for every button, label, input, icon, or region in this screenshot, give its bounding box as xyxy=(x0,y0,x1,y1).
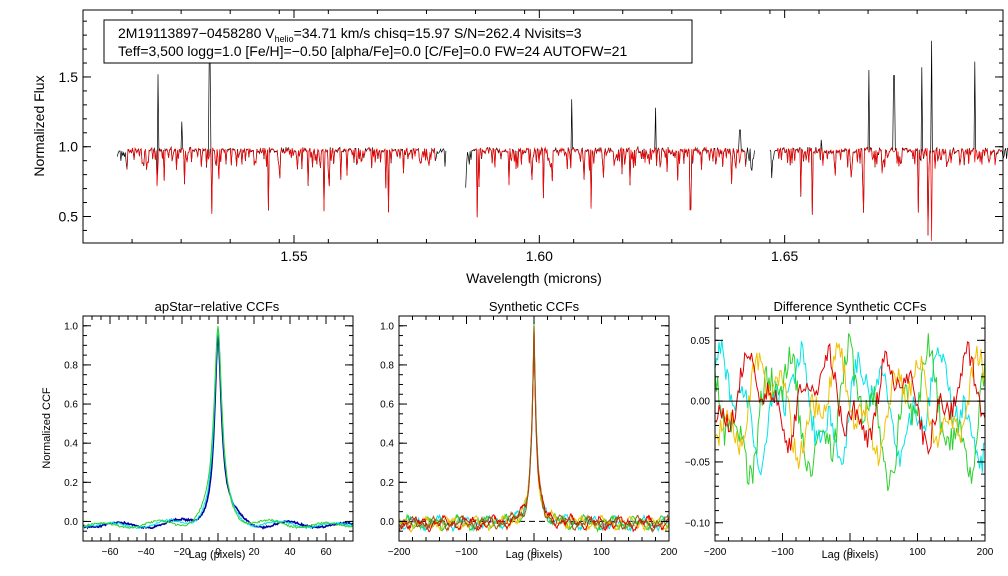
2-ytick-label: 0.2 xyxy=(380,478,394,489)
1-xtick-label: 40 xyxy=(284,547,296,558)
3-ytick-label: −0.10 xyxy=(685,518,711,529)
spectrum-observed-line xyxy=(116,59,447,213)
spectrum-header-line-1: 2M19113897−0458280 Vhelio=34.71 km/s chi… xyxy=(118,25,582,44)
spectrum-header-box xyxy=(103,19,693,64)
spectrum-panel: 1.55 1.60 1.65 0.5 1.0 1.5 2M19113897−0458280… xyxy=(31,9,1008,286)
apstar-ccf-data-layer xyxy=(82,325,354,530)
1-xtick-label: −40 xyxy=(138,547,155,558)
difference-ccf-series-line xyxy=(714,342,986,469)
apstar-ccf-ticks: −60 −40 −20 0 20 40 60 0.0 0.2 0.4 0.6 0.8 1.0 xyxy=(64,316,354,558)
2-xtick-label: 100 xyxy=(593,547,610,558)
synthetic-ccf-title: Synthetic CCFs xyxy=(489,299,580,314)
synthetic-ccf-xlabel: Lag (pixels) xyxy=(506,549,563,561)
2-ytick-label: 1.0 xyxy=(380,321,394,332)
2-ytick-label: 0.6 xyxy=(380,400,394,411)
1-ytick-label: 0.0 xyxy=(64,517,78,528)
3-ytick-label: 0.00 xyxy=(691,397,711,408)
1-ytick-label: 0.2 xyxy=(64,478,78,489)
apstar-ccf-xlabel: Lag (pixels) xyxy=(189,549,246,561)
1-xtick-label: 20 xyxy=(248,547,260,558)
synthetic-ccf-ticks: −200 −100 0 100 200 0.0 0.2 0.4 0.6 0.8 1.0 xyxy=(380,316,678,558)
synthetic-ccf-series-line xyxy=(398,326,670,534)
3-ytick-label: 0.05 xyxy=(691,336,711,347)
2-xtick-label: −100 xyxy=(455,547,478,558)
spectrum-xlabel: Wavelength (microns) xyxy=(466,270,602,286)
spectrum-ylabel: Normalized Flux xyxy=(31,75,47,176)
difference-ccf-xlabel: Lag (pixels) xyxy=(822,549,879,561)
0-xtick-label: 1.65 xyxy=(771,248,798,264)
0-xtick-label: 1.60 xyxy=(526,248,553,264)
2-ytick-label: 0.8 xyxy=(380,360,394,371)
0-ytick-label: 1.5 xyxy=(59,69,79,85)
difference-ccf-ticks: −200 −100 0 100 200 −0.10 −0.05 0.00 0.05 xyxy=(685,315,994,558)
2-xtick-label: −200 xyxy=(388,547,411,558)
0-xtick-label: 1.55 xyxy=(280,248,307,264)
1-ytick-label: 0.8 xyxy=(64,360,78,371)
spectrum-header-line-2: Teff=3,500 logg=1.0 [Fe/H]=−0.50 [alpha/… xyxy=(118,43,627,59)
spectrum-ticks: 1.55 1.60 1.65 0.5 1.0 1.5 xyxy=(59,10,1003,264)
apstar-ccf-ylabel: Normalized CCF xyxy=(41,387,53,469)
spectrum-model-line xyxy=(776,147,1003,241)
1-xtick-label: 60 xyxy=(320,547,332,558)
apstar-ccf-title: apStar−relative CCFs xyxy=(155,299,280,314)
3-xtick-label: 100 xyxy=(909,547,926,558)
3-xtick-label: −100 xyxy=(771,547,794,558)
difference-ccf-series-line xyxy=(714,333,986,492)
2-xtick-label: 0 xyxy=(531,547,537,558)
3-xtick-label: 200 xyxy=(977,547,994,558)
1-xtick-label: −20 xyxy=(174,547,191,558)
1-ytick-label: 0.4 xyxy=(64,439,78,450)
difference-ccf-panel: Difference Synthetic CCFs −200 −100 0 100 20… xyxy=(685,299,994,561)
spectrum-model-line xyxy=(473,146,747,218)
0-ytick-label: 1.0 xyxy=(59,139,79,155)
1-ytick-label: 0.6 xyxy=(64,400,78,411)
1-xtick-label: −60 xyxy=(102,547,119,558)
1-xtick-label: 0 xyxy=(215,547,221,558)
1-ytick-label: 1.0 xyxy=(64,321,78,332)
2-ytick-label: 0.4 xyxy=(380,439,394,450)
spectrum-axes-frame xyxy=(82,9,1004,244)
synthetic-ccf-data-layer xyxy=(398,319,670,534)
spectrum-model-line xyxy=(126,146,436,215)
difference-ccf-title: Difference Synthetic CCFs xyxy=(774,299,927,314)
0-ytick-label: 0.5 xyxy=(59,208,79,224)
2-ytick-label: 0.0 xyxy=(380,517,394,528)
3-xtick-label: 0 xyxy=(847,547,853,558)
synthetic-ccf-panel: Synthetic CCFs −200 −100 0 100 200 0.0 0.2 0.4 0… xyxy=(380,299,678,561)
3-xtick-label: −200 xyxy=(704,547,727,558)
difference-ccf-data-layer xyxy=(714,333,986,492)
apstar-ccf-series-line xyxy=(82,325,354,530)
apstar-ccf-panel: apStar−relative CCFs −60 −40 −20 0 20 40 60 0.0… xyxy=(41,299,354,561)
spectrum-data-layer xyxy=(116,40,1008,241)
3-ytick-label: −0.05 xyxy=(685,457,711,468)
2-xtick-label: 200 xyxy=(661,547,678,558)
